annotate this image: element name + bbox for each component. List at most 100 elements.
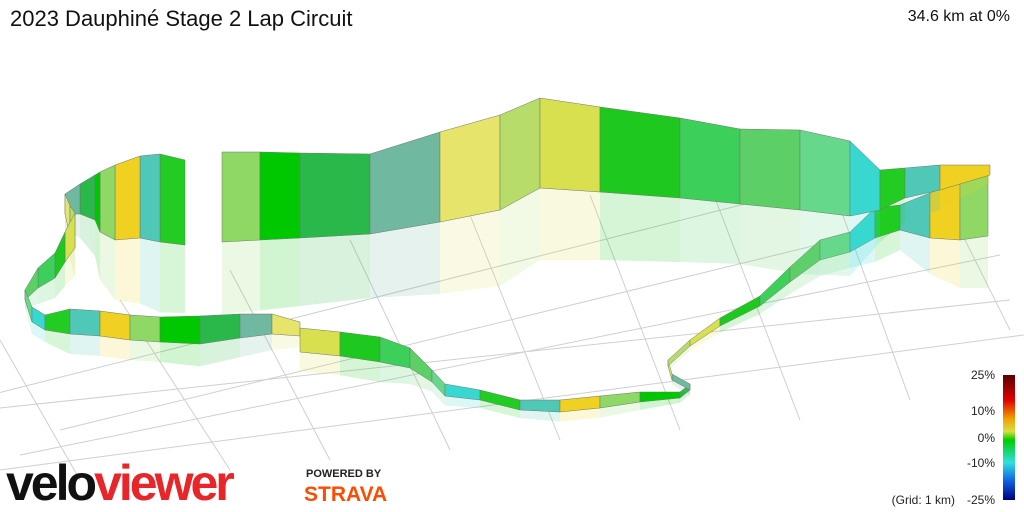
wall-reflection bbox=[690, 326, 720, 351]
logo-part: viewer bbox=[94, 455, 234, 511]
legend-label: 25% bbox=[971, 368, 995, 382]
wall-reflection bbox=[720, 306, 760, 333]
wall-reflection bbox=[680, 390, 690, 403]
wall-reflection bbox=[800, 210, 850, 276]
wall-segment bbox=[139, 153, 161, 243]
powered-by: POWERED BY bbox=[306, 468, 382, 480]
partner: STRAVA bbox=[304, 483, 387, 506]
wall-segment bbox=[519, 399, 561, 413]
wall-segment bbox=[221, 151, 261, 243]
wall-reflection bbox=[100, 336, 130, 360]
wall-reflection bbox=[960, 236, 988, 288]
wall-segment bbox=[159, 315, 201, 345]
wall-reflection bbox=[115, 238, 140, 304]
wall-reflection bbox=[668, 346, 690, 371]
wall-segment bbox=[114, 155, 141, 241]
wall-segment bbox=[159, 153, 186, 246]
wall-reflection bbox=[70, 334, 100, 356]
grid-note: (Grid: 1 km) bbox=[892, 493, 955, 507]
wall-reflection bbox=[905, 190, 940, 222]
wall-segment bbox=[99, 310, 131, 341]
wall-segment bbox=[99, 164, 116, 241]
wall-reflection bbox=[160, 342, 200, 367]
wall-reflection bbox=[95, 220, 100, 280]
wall-segment bbox=[299, 327, 341, 357]
wall-reflection bbox=[100, 232, 115, 300]
wall-reflection bbox=[900, 230, 930, 274]
wall-segment bbox=[299, 152, 371, 239]
wall-reflection bbox=[520, 410, 560, 422]
wall-segment bbox=[539, 97, 601, 193]
color-scale bbox=[1003, 375, 1015, 500]
wall-reflection bbox=[140, 238, 160, 313]
wall-segment bbox=[369, 131, 441, 235]
wall-reflection bbox=[130, 340, 160, 362]
wall-reflection bbox=[600, 402, 640, 418]
wall-reflection bbox=[272, 334, 300, 350]
wall-reflection bbox=[55, 262, 65, 298]
wall-segment bbox=[849, 140, 881, 217]
wall-reflection bbox=[260, 238, 300, 311]
title: 2023 Dauphiné Stage 2 Lap Circuit bbox=[10, 6, 353, 31]
wall-segment bbox=[739, 128, 801, 211]
wall-reflection bbox=[80, 214, 95, 256]
wall-reflection bbox=[38, 278, 55, 304]
wall-segment bbox=[599, 106, 681, 199]
wall-reflection bbox=[850, 238, 875, 268]
wall-reflection bbox=[480, 400, 520, 418]
wall-reflection bbox=[440, 210, 500, 294]
legend-label: -25% bbox=[967, 493, 995, 507]
wall-reflection bbox=[672, 380, 690, 395]
wall-reflection bbox=[600, 192, 680, 262]
wall-reflection bbox=[160, 242, 185, 313]
wall-reflection bbox=[200, 338, 240, 367]
wall-segment bbox=[259, 151, 301, 241]
wall-reflection bbox=[25, 300, 32, 334]
wall-reflection bbox=[850, 210, 880, 276]
wall-reflection bbox=[740, 204, 800, 274]
wall-segment bbox=[129, 314, 161, 343]
wall-reflection bbox=[432, 382, 445, 406]
wall-reflection bbox=[880, 198, 905, 242]
wall-reflection bbox=[370, 222, 440, 298]
wall-segment bbox=[439, 114, 501, 223]
legend: 25% 10% 0% -10% -25% (Grid: 1 km) bbox=[892, 368, 1015, 507]
logo: veloviewer bbox=[6, 455, 234, 511]
wall-reflection bbox=[65, 248, 75, 286]
wall-segment bbox=[679, 117, 741, 205]
wall-reflection bbox=[340, 356, 380, 382]
wall-reflection bbox=[380, 362, 410, 384]
wall-segment bbox=[69, 308, 101, 337]
wall-reflection bbox=[222, 240, 260, 314]
wall-reflection bbox=[45, 330, 70, 354]
legend-label: 0% bbox=[978, 431, 996, 445]
wall-segment bbox=[239, 313, 273, 339]
wall-reflection bbox=[540, 188, 600, 260]
wall-reflection bbox=[875, 230, 900, 262]
wall-reflection bbox=[300, 234, 370, 306]
wall-reflection bbox=[560, 408, 600, 422]
legend-label: -10% bbox=[967, 456, 995, 470]
route-walls bbox=[24, 97, 991, 422]
wall-reflection bbox=[930, 238, 960, 288]
wall-reflection bbox=[500, 188, 540, 286]
wall-reflection bbox=[240, 334, 272, 358]
wall-reflection bbox=[680, 198, 740, 264]
wall-reflection bbox=[410, 368, 432, 392]
wall-segment bbox=[271, 313, 301, 337]
wall-reflection bbox=[940, 175, 990, 210]
wall-segment bbox=[44, 308, 71, 335]
wall-reflection bbox=[300, 352, 340, 376]
wall-segment bbox=[79, 174, 96, 221]
wall-reflection bbox=[32, 322, 45, 342]
wall-segment bbox=[939, 164, 991, 191]
wall-reflection bbox=[760, 282, 790, 314]
wall-reflection bbox=[790, 260, 820, 294]
branding: veloviewer POWERED BY STRAVA bbox=[6, 455, 387, 511]
legend-label: 10% bbox=[971, 404, 995, 418]
wall-reflection bbox=[668, 366, 672, 385]
wall-segment bbox=[799, 129, 851, 217]
summary: 34.6 km at 0% bbox=[907, 8, 1010, 25]
